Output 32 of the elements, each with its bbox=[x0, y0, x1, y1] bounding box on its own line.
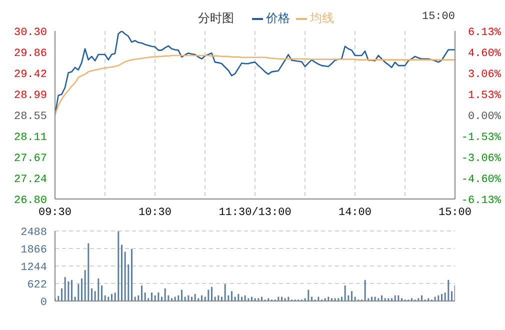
y2-tick-label: -1.53% bbox=[461, 132, 502, 144]
y-tick-label: 28.55 bbox=[14, 111, 47, 123]
x-tick-label: 15:00 bbox=[438, 206, 472, 219]
y2-tick-label: 6.13% bbox=[468, 27, 502, 39]
x-tick-label: 09:30 bbox=[38, 206, 72, 219]
legend-label: 价格 bbox=[265, 10, 290, 27]
y-tick-label: 29.42 bbox=[14, 69, 47, 81]
y-tick-label: 27.24 bbox=[14, 174, 48, 186]
y-tick-label: 1244 bbox=[20, 262, 48, 274]
y-tick-label: 28.11 bbox=[14, 132, 48, 144]
y-tick-label: 28.99 bbox=[14, 90, 47, 102]
y-tick-label: 2488 bbox=[20, 226, 47, 239]
x-tick-label: 11:30/13:00 bbox=[218, 206, 292, 219]
y-tick-label: 1866 bbox=[20, 244, 47, 256]
y-tick-label: 30.30 bbox=[14, 27, 47, 39]
y2-tick-label: 4.60% bbox=[468, 48, 502, 60]
y2-tick-label: -6.13% bbox=[461, 195, 502, 207]
text: 15:00 bbox=[422, 11, 455, 23]
y2-tick-label: 3.06% bbox=[468, 69, 502, 82]
x-tick-label: 10:30 bbox=[138, 206, 172, 219]
y-tick-label: 29.86 bbox=[14, 48, 47, 60]
legend-label: 均线 bbox=[309, 10, 334, 27]
y-tick-label: 26.80 bbox=[14, 195, 47, 207]
y2-tick-label: -3.06% bbox=[461, 152, 502, 165]
y2-tick-label: -4.60% bbox=[461, 174, 502, 186]
x-tick-label: 14:00 bbox=[338, 206, 372, 219]
y2-tick-label: 0.00% bbox=[468, 111, 502, 123]
y-tick-label: 27.67 bbox=[14, 153, 47, 165]
y-tick-label: 622 bbox=[27, 279, 47, 292]
chart-title: 分时图 bbox=[198, 10, 234, 27]
y-tick-label: 0 bbox=[40, 296, 47, 309]
y2-tick-label: 1.53% bbox=[468, 90, 502, 102]
